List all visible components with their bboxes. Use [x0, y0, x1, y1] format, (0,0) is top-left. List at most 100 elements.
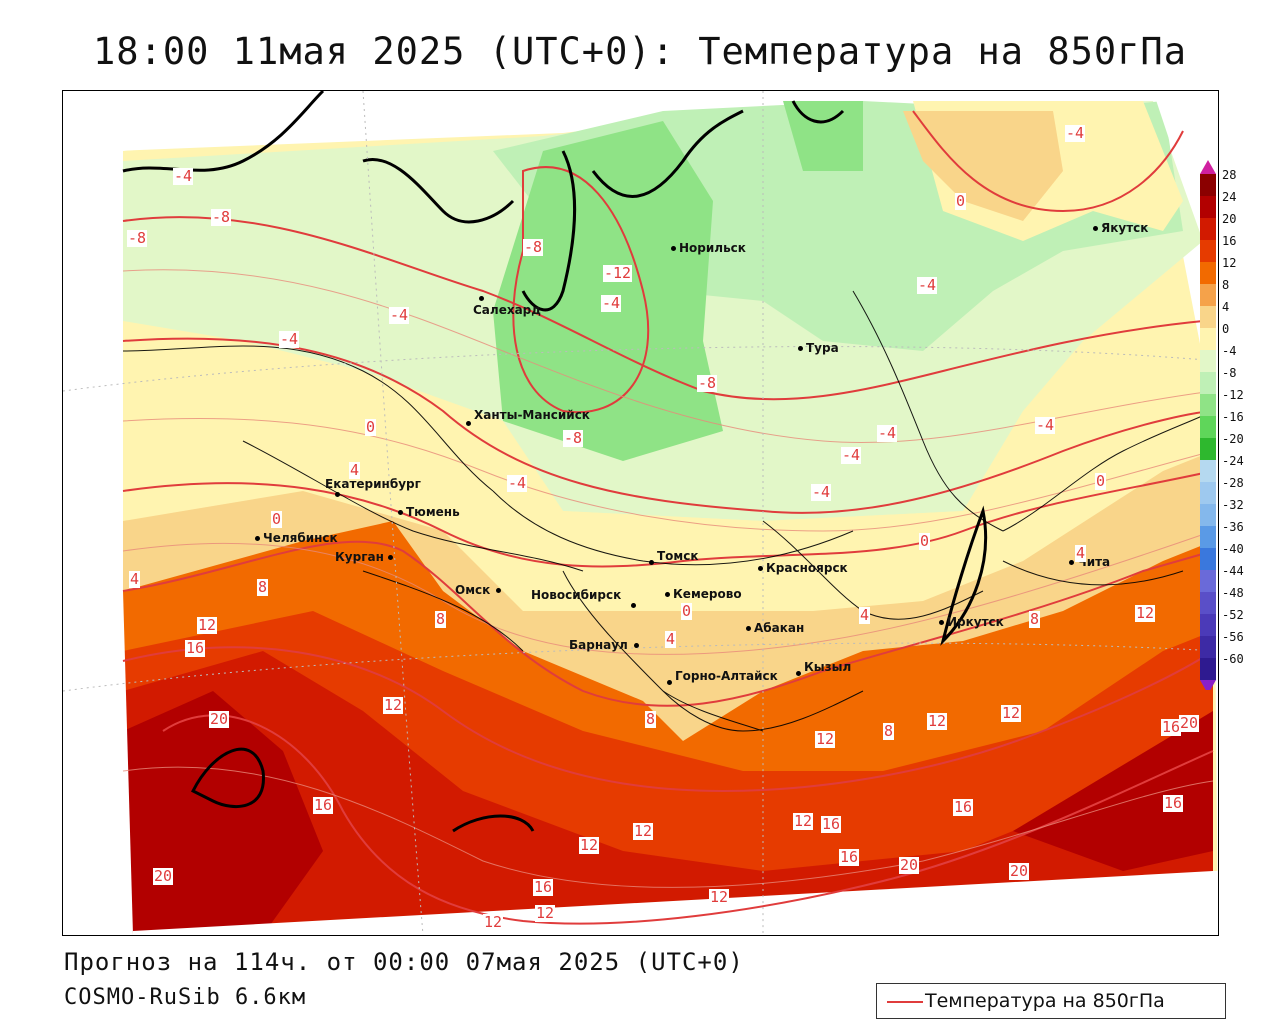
- contour-label: 12: [483, 913, 504, 931]
- scale-tick-label: 24: [1222, 190, 1237, 204]
- scale-swatch: [1200, 350, 1216, 372]
- scale-swatch: [1200, 416, 1216, 438]
- contour-label: 16: [953, 798, 974, 816]
- legend-line-icon: [887, 1001, 923, 1003]
- contour-label: 16: [313, 796, 334, 814]
- temperature-field: [63, 91, 1218, 935]
- city-dot-icon: [758, 566, 763, 571]
- contour-label: 8: [1029, 610, 1041, 628]
- contour-label: 4: [129, 570, 141, 588]
- scale-swatch: [1200, 240, 1216, 262]
- city-dot-icon: [1069, 560, 1074, 565]
- contour-label: 16: [533, 878, 554, 896]
- contour-label: 8: [645, 710, 657, 728]
- contour-label: -4: [173, 167, 194, 185]
- contour-label: 12: [579, 836, 600, 854]
- city-dot-icon: [798, 346, 803, 351]
- contour-label: 16: [1163, 794, 1184, 812]
- temperature-color-scale: [1200, 160, 1216, 690]
- scale-tick-label: -20: [1222, 432, 1244, 446]
- city-dot-icon: [479, 296, 484, 301]
- city-dot-icon: [796, 671, 801, 676]
- scale-arrow-down-icon: [1200, 680, 1216, 690]
- city-label: Тюмень: [398, 505, 460, 519]
- scale-tick-label: -24: [1222, 454, 1244, 468]
- scale-tick-label: 20: [1222, 212, 1237, 226]
- contour-label: -4: [507, 474, 528, 492]
- city-label: Салехард: [473, 291, 555, 317]
- contour-label: -4: [279, 330, 300, 348]
- contour-label: 20: [899, 856, 920, 874]
- contour-label: -4: [917, 276, 938, 294]
- scale-tick-label: -16: [1222, 410, 1244, 424]
- city-label: Абакан: [746, 621, 804, 635]
- contour-label: -12: [603, 264, 633, 282]
- contour-label: 0: [955, 192, 967, 210]
- scale-arrow-up-icon: [1200, 160, 1216, 174]
- contour-label: 12: [197, 616, 218, 634]
- scale-swatch: [1200, 460, 1216, 482]
- scale-swatch: [1200, 438, 1216, 460]
- scale-tick-label: 12: [1222, 256, 1237, 270]
- city-dot-icon: [665, 592, 670, 597]
- scale-tick-label: 28: [1222, 168, 1237, 182]
- scale-tick-label: -40: [1222, 542, 1244, 556]
- scale-swatch: [1200, 548, 1216, 570]
- contour-label: 12: [1001, 704, 1022, 722]
- contour-label: 16: [185, 639, 206, 657]
- scale-swatch: [1200, 482, 1216, 504]
- scale-swatch: [1200, 218, 1216, 240]
- contour-label: 12: [793, 812, 814, 830]
- scale-swatch: [1200, 196, 1216, 218]
- scale-tick-label: -28: [1222, 476, 1244, 490]
- forecast-info: Прогноз на 114ч. от 00:00 07мая 2025 (UT…: [64, 948, 744, 976]
- contour-label: 20: [153, 867, 174, 885]
- map-area[interactable]: Якутск Норильск Салехард Тура Ханты-Манс…: [62, 90, 1219, 936]
- city-label: Барнаул: [569, 638, 642, 652]
- contour-label: -8: [563, 429, 584, 447]
- scale-tick-label: -4: [1222, 344, 1237, 358]
- scale-swatch: [1200, 262, 1216, 284]
- contour-label: -8: [211, 208, 232, 226]
- contour-label: 4: [665, 630, 677, 648]
- city-label: Тура: [798, 341, 839, 355]
- scale-swatch: [1200, 592, 1216, 614]
- city-label: Кызыл: [796, 660, 851, 680]
- city-label: Иркутск: [939, 615, 1004, 629]
- legend-label: Температура на 850гПа: [925, 990, 1165, 1012]
- city-label: Горно-Алтайск: [667, 669, 778, 689]
- city-label: Курган: [335, 550, 396, 564]
- contour-label: 0: [1095, 472, 1107, 490]
- contour-label: 16: [839, 848, 860, 866]
- city-dot-icon: [1093, 226, 1098, 231]
- map-legend: Температура на 850гПа: [876, 983, 1226, 1019]
- scale-tick-label: -32: [1222, 498, 1244, 512]
- contour-label: -4: [1065, 124, 1086, 142]
- scale-tick-label: 8: [1222, 278, 1230, 292]
- scale-tick-label: -48: [1222, 586, 1244, 600]
- contour-label: -4: [811, 483, 832, 501]
- contour-label: 8: [883, 722, 895, 740]
- scale-swatch: [1200, 394, 1216, 416]
- city-dot-icon: [667, 680, 672, 685]
- scale-swatch: [1200, 570, 1216, 592]
- city-label: Томск: [649, 549, 699, 569]
- city-dot-icon: [387, 555, 393, 560]
- contour-label: 20: [1009, 862, 1030, 880]
- contour-label: 12: [709, 888, 730, 906]
- contour-label: -4: [389, 306, 410, 324]
- contour-label: 4: [1075, 544, 1087, 562]
- contour-label: -8: [127, 229, 148, 247]
- scale-tick-label: -52: [1222, 608, 1244, 622]
- contour-label: -4: [877, 424, 898, 442]
- contour-label: 12: [927, 712, 948, 730]
- city-label: Челябинск: [255, 531, 338, 545]
- scale-tick-label: 0: [1222, 322, 1230, 336]
- city-label: Норильск: [671, 241, 746, 255]
- contour-label: 12: [383, 696, 404, 714]
- scale-tick-label: 16: [1222, 234, 1237, 248]
- city-dot-icon: [466, 421, 471, 426]
- scale-swatch: [1200, 328, 1216, 350]
- scale-swatch: [1200, 614, 1216, 636]
- contour-label: -4: [841, 446, 862, 464]
